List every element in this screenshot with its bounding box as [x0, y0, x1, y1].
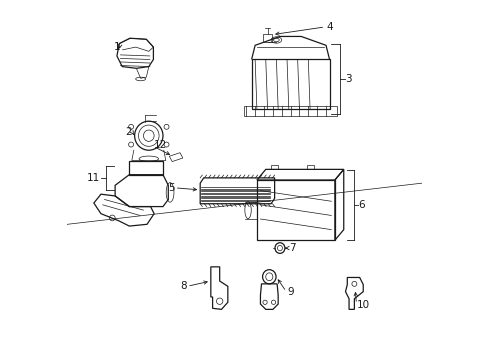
Text: 4: 4 — [325, 22, 332, 32]
Text: 6: 6 — [358, 200, 365, 210]
Text: 1: 1 — [113, 42, 120, 52]
Text: 3: 3 — [345, 74, 351, 84]
Text: 9: 9 — [286, 287, 293, 297]
Text: 10: 10 — [356, 300, 369, 310]
Text: 2: 2 — [125, 127, 131, 137]
Text: 5: 5 — [168, 183, 175, 193]
Text: 11: 11 — [86, 173, 100, 183]
Text: 8: 8 — [180, 281, 186, 291]
Bar — [251, 59, 329, 109]
Text: 12: 12 — [154, 140, 167, 150]
Text: 7: 7 — [288, 243, 295, 253]
